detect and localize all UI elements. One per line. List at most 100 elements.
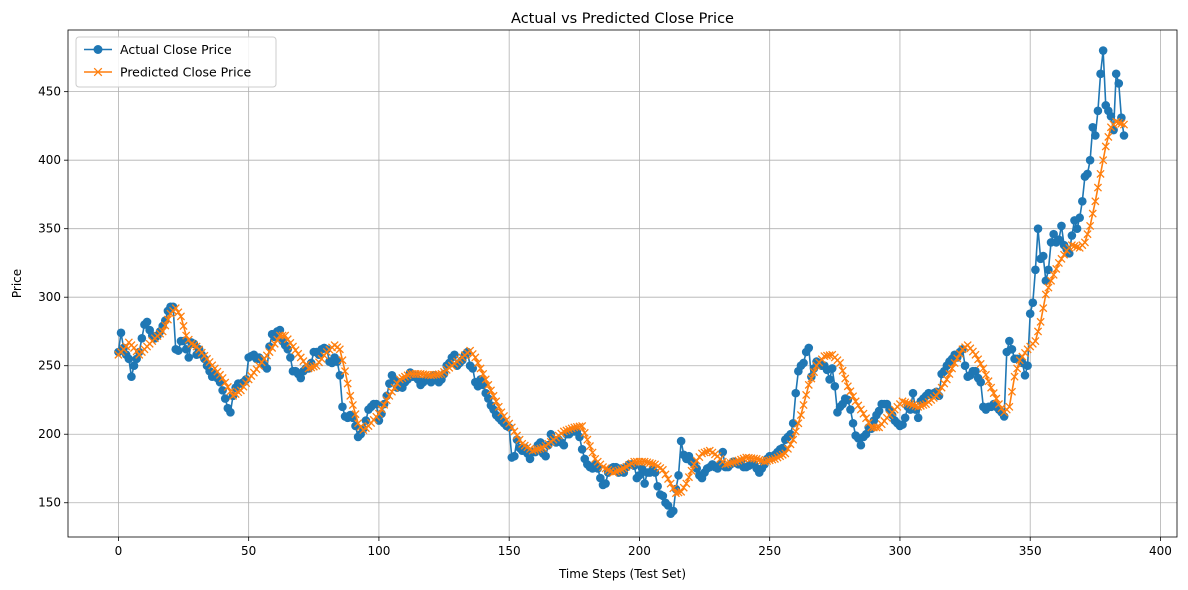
data-point <box>838 366 847 375</box>
data-point <box>635 471 644 480</box>
data-point <box>596 473 605 483</box>
data-point <box>611 467 621 476</box>
data-point <box>736 455 746 464</box>
data-point <box>278 331 287 340</box>
data-point <box>218 373 227 383</box>
data-point <box>299 357 308 366</box>
data-point <box>142 317 152 327</box>
data-point <box>1073 242 1082 252</box>
data-point <box>1075 213 1084 223</box>
data-point <box>348 400 357 410</box>
data-point <box>752 454 761 463</box>
axis-ticks: 0 50 100 150 200 250 300 350 400 150 200 250 300 350 4… <box>38 85 1172 558</box>
data-point <box>528 446 537 455</box>
data-point <box>1049 229 1058 239</box>
data-point <box>226 387 235 396</box>
data-point <box>989 389 998 398</box>
data-point <box>658 491 668 501</box>
data-point <box>281 331 290 340</box>
data-point <box>301 360 311 369</box>
data-point <box>1007 387 1017 396</box>
data-point <box>226 408 235 417</box>
data-point <box>296 373 306 383</box>
data-point <box>567 424 576 433</box>
data-point <box>945 369 954 378</box>
data-point <box>268 343 277 352</box>
data-point <box>947 364 957 373</box>
data-point <box>677 487 686 496</box>
data-point <box>507 423 516 432</box>
data-point <box>1018 352 1027 361</box>
data-point <box>479 369 488 378</box>
data-point <box>1085 155 1095 165</box>
data-point <box>1052 264 1061 273</box>
data-point <box>971 350 980 359</box>
data-point <box>565 425 574 434</box>
data-point <box>1036 317 1045 326</box>
data-point <box>898 397 907 406</box>
data-point <box>900 413 910 423</box>
data-point <box>700 448 709 457</box>
data-point <box>809 368 819 377</box>
y-tick-label: 300 <box>38 290 61 304</box>
data-point <box>1049 270 1058 279</box>
data-point <box>1072 224 1082 233</box>
data-point <box>387 387 397 396</box>
data-point <box>1025 309 1035 318</box>
data-point <box>239 382 248 391</box>
data-point <box>265 347 274 357</box>
data-point <box>992 394 1001 403</box>
data-point <box>919 400 928 410</box>
data-point <box>827 364 837 373</box>
data-point <box>1057 221 1066 231</box>
data-point <box>781 449 790 458</box>
x-tick-label: 300 <box>888 544 911 558</box>
data-point <box>794 419 803 428</box>
data-point <box>974 355 983 364</box>
data-point <box>987 383 996 392</box>
data-point <box>390 383 399 392</box>
legend-marker-actual <box>93 45 103 54</box>
y-tick-label: 250 <box>38 359 61 373</box>
data-point <box>484 394 493 403</box>
data-point <box>536 444 545 453</box>
data-point <box>158 327 167 336</box>
data-point <box>134 347 144 357</box>
data-point <box>799 358 808 368</box>
data-point <box>580 428 589 437</box>
data-point <box>914 402 923 411</box>
data-point <box>489 391 498 400</box>
data-point <box>218 386 227 395</box>
data-point <box>682 479 691 488</box>
data-point <box>1007 344 1017 354</box>
data-point <box>129 361 139 371</box>
data-point <box>960 361 970 371</box>
data-point <box>687 466 696 475</box>
data-point <box>377 405 386 414</box>
data-point <box>1093 106 1103 116</box>
data-point <box>726 458 735 468</box>
data-point <box>940 379 949 388</box>
data-point <box>1091 197 1100 206</box>
data-point <box>676 436 686 446</box>
data-point <box>286 353 295 362</box>
data-point <box>492 397 501 406</box>
legend-box <box>75 36 277 88</box>
data-point <box>426 377 436 387</box>
legend-label-predicted: Predicted Close Price <box>120 65 251 80</box>
data-point <box>971 366 980 376</box>
data-point <box>799 400 808 410</box>
data-point <box>825 375 834 384</box>
data-point <box>562 426 571 435</box>
data-point <box>533 445 542 454</box>
data-point <box>385 391 394 400</box>
data-point <box>1101 142 1110 151</box>
data-point <box>955 349 964 358</box>
data-point <box>578 421 587 431</box>
data-point <box>1033 327 1043 336</box>
data-point <box>614 466 623 475</box>
data-point <box>765 456 774 465</box>
data-point <box>1083 230 1092 239</box>
data-point <box>796 410 806 420</box>
